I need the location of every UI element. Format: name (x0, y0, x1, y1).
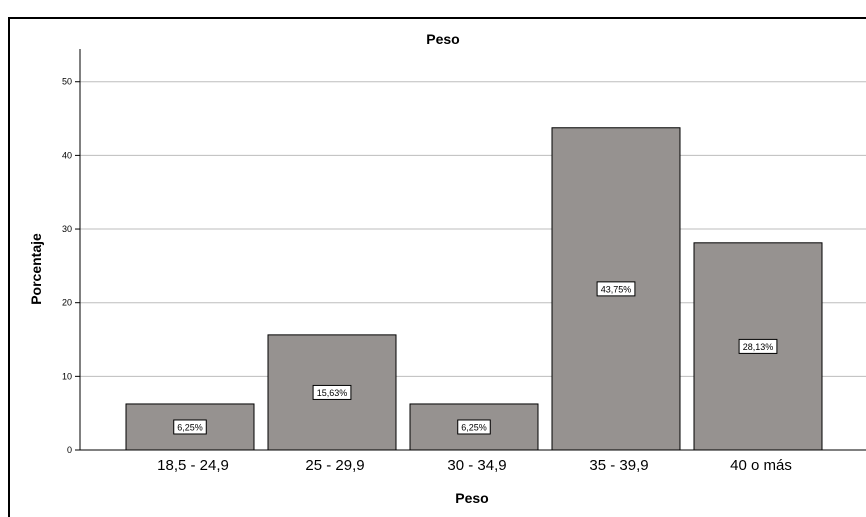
data-label: 15,63% (317, 388, 348, 398)
x-tick-label: 30 - 34,9 (447, 457, 506, 474)
data-label: 28,13% (743, 342, 774, 352)
data-label-box (173, 419, 207, 435)
axes: 0 10 20 30 40 50 18,5 - 24,9 25 - 29,9 30 - 34,9… (62, 49, 866, 474)
x-axis-label: Peso (455, 490, 488, 506)
y-tick-label: 10 (62, 371, 72, 381)
data-labels: 6,25% 15,63% 6,25% 43,75% 28,13% (173, 281, 778, 435)
data-label-box (738, 338, 778, 354)
data-label-box (596, 281, 636, 297)
x-tick-label: 35 - 39,9 (589, 457, 648, 474)
y-tick-label: 50 (62, 77, 72, 87)
x-tick-label: 18,5 - 24,9 (157, 457, 229, 474)
chart-frame: Peso Porcentaje Peso 0 10 20 30 40 50 18,5 - 2… (8, 17, 866, 517)
y-tick-label: 30 (62, 224, 72, 234)
chart-title: Peso (426, 31, 459, 47)
bar-chart: Peso Porcentaje Peso 0 10 20 30 40 50 18,5 - 2… (28, 31, 866, 506)
y-tick-label: 20 (62, 298, 72, 308)
y-tick-label: 0 (67, 445, 72, 455)
data-label: 43,75% (601, 284, 632, 294)
data-label: 6,25% (461, 422, 487, 432)
x-tick-label: 25 - 29,9 (305, 457, 364, 474)
x-tick-label: 40 o más (730, 457, 792, 474)
bars (125, 127, 823, 451)
data-label: 6,25% (177, 422, 203, 432)
y-axis-label: Porcentaje (28, 233, 44, 305)
data-label-box (312, 384, 352, 400)
y-tick-label: 40 (62, 150, 72, 160)
data-label-box (457, 419, 491, 435)
